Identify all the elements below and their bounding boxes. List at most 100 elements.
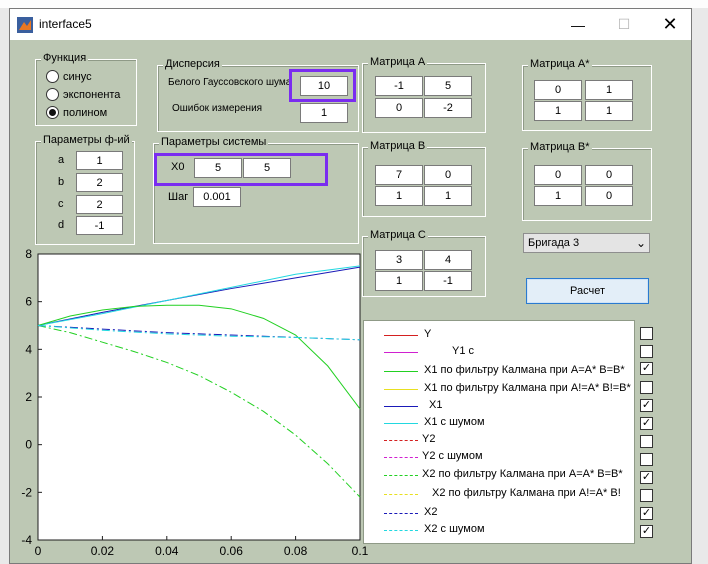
legend-entry: X1 с шумом (364, 415, 634, 432)
matrix-a-12[interactable]: 5 (424, 76, 472, 96)
close-icon[interactable]: ✕ (662, 14, 678, 34)
matrix-a-22[interactable]: -2 (424, 98, 472, 118)
radio-sine[interactable]: синус (46, 70, 92, 83)
series-checkbox[interactable] (640, 453, 653, 466)
legend-label: Y (424, 328, 432, 340)
radio-polynomial[interactable]: полином (46, 106, 107, 119)
series-checkbox[interactable] (640, 489, 653, 502)
matrix-b-22[interactable]: 1 (424, 186, 472, 206)
radio-circle-selected[interactable] (46, 106, 59, 119)
legend-label: X2 (424, 506, 438, 518)
brigade-select-value: Бригада 3 (528, 237, 580, 249)
matrix-a-star-11[interactable]: 0 (534, 80, 582, 100)
series-checkbox[interactable] (640, 327, 653, 340)
x-tick-label: 0.02 (91, 544, 115, 558)
param-d-input[interactable]: -1 (76, 216, 123, 235)
matrix-b-star-11[interactable]: 0 (534, 165, 582, 185)
x0-input-2[interactable]: 5 (243, 158, 291, 178)
x0-label: X0 (171, 161, 185, 173)
param-label-a: a (58, 154, 65, 166)
series-checkbox[interactable]: ✓ (640, 507, 653, 520)
matrix-c-21[interactable]: 1 (375, 271, 423, 291)
meas-error-input[interactable]: 1 (300, 103, 348, 123)
matrix-a-11[interactable]: -1 (375, 76, 423, 96)
legend-entry: Y2 с шумом (364, 449, 634, 466)
matrix-c-12[interactable]: 4 (424, 250, 472, 270)
y-tick-label: 6 (25, 295, 32, 309)
matrix-b-star-title: Матрица В* (528, 141, 592, 153)
highlight-x0 (154, 153, 328, 186)
series-line-0 (37, 266, 361, 326)
brigade-select[interactable]: Бригада 3 ⌄ (523, 233, 650, 253)
window-title: interface5 (39, 17, 92, 31)
legend-label: X2 по фильтру Калмана при А=А* В=В* (422, 468, 623, 480)
white-noise-input[interactable]: 10 (300, 76, 348, 96)
chevron-down-icon[interactable]: ⌄ (635, 236, 646, 250)
minimize-icon[interactable]: — (571, 16, 585, 33)
matrix-c-title: Матрица С (368, 229, 428, 241)
radio-exponent[interactable]: экспонента (46, 88, 120, 101)
matrix-b-12[interactable]: 0 (424, 165, 472, 185)
series-checkbox[interactable]: ✓ (640, 471, 653, 484)
legend-swatch (384, 475, 418, 476)
y-tick-label: 0 (25, 438, 32, 452)
maximize-icon[interactable]: ☐ (617, 16, 631, 32)
legend-label: Y2 (422, 433, 436, 445)
matrix-a-star-22[interactable]: 1 (585, 101, 633, 121)
series-checkbox[interactable] (640, 435, 653, 448)
step-input[interactable]: 0.001 (193, 187, 241, 207)
dispersion-panel: Дисперсия Белого Гауссовского шума Ошибо… (157, 58, 359, 132)
param-b-input[interactable]: 2 (76, 173, 123, 192)
matrix-b-star-22[interactable]: 0 (585, 186, 633, 206)
matlab-icon (17, 17, 33, 33)
matrix-a-title: Матрица А (368, 56, 428, 68)
matrix-a-star-12[interactable]: 1 (585, 80, 633, 100)
legend-entry: X2 по фильтру Калмана при А=А* В=В* (364, 467, 634, 484)
param-label-b: b (58, 176, 65, 188)
series-checkbox[interactable]: ✓ (640, 362, 653, 375)
x-tick-label: 0.1 (352, 544, 369, 558)
matrix-b-21[interactable]: 1 (375, 186, 423, 206)
legend-label: X2 по фильтру Калмана при А!=А* В! (432, 487, 621, 499)
matrix-b-star-12[interactable]: 0 (585, 165, 633, 185)
legend-panel: Y Y1 с X1 по фильтру Калмана при А=А* В=В*… (363, 320, 635, 544)
radio-circle[interactable] (46, 70, 59, 83)
legend-swatch (384, 440, 418, 441)
radio-circle[interactable] (46, 88, 59, 101)
param-a-input[interactable]: 1 (76, 151, 123, 170)
x0-input-1[interactable]: 5 (194, 158, 242, 178)
plot-axes: -4 -2 0 2 4 6 8 0 0.02 0.04 0.06 0.08 0.1 (10, 245, 370, 563)
legend-swatch (384, 457, 418, 458)
legend-swatch (384, 494, 418, 495)
calculate-button[interactable]: Расчет (526, 278, 649, 304)
series-checkbox[interactable]: ✓ (640, 399, 653, 412)
function-params-title: Параметры ф-ий (41, 134, 132, 146)
x-tick-label: 0 (35, 544, 42, 558)
matrix-b-star-panel: Матрица В* 0 0 1 0 (522, 141, 652, 221)
param-c-input[interactable]: 2 (76, 195, 123, 214)
series-checkbox[interactable]: ✓ (640, 525, 653, 538)
dispersion-title: Дисперсия (163, 58, 222, 70)
series-checkbox[interactable]: ✓ (640, 417, 653, 430)
matrix-c-22[interactable]: -1 (424, 271, 472, 291)
legend-swatch (384, 530, 418, 531)
matrix-c-11[interactable]: 3 (375, 250, 423, 270)
matrix-a-21[interactable]: 0 (375, 98, 423, 118)
x-tick-label: 0.08 (284, 544, 308, 558)
matrix-a-star-title: Матрица А* (528, 58, 592, 70)
system-params-title: Параметры системы (159, 136, 269, 148)
series-checkbox[interactable] (640, 381, 653, 394)
legend-label: X2 с шумом (424, 523, 485, 535)
legend-swatch (384, 513, 418, 514)
matrix-a-star-21[interactable]: 1 (534, 101, 582, 121)
matrix-a-star-panel: Матрица А* 0 1 1 1 (522, 58, 652, 131)
matrix-b-star-21[interactable]: 1 (534, 186, 582, 206)
y-tick-label: 2 (25, 390, 32, 404)
legend-entry: X1 по фильтру Калмана при А!=А* В!=В* (364, 381, 634, 398)
white-noise-label: Белого Гауссовского шума (168, 77, 292, 88)
matrix-b-title: Матрица В (368, 140, 428, 152)
series-checkbox[interactable] (640, 345, 653, 358)
legend-swatch (384, 335, 418, 336)
matrix-a-panel: Матрица А -1 5 0 -2 (362, 56, 486, 133)
matrix-b-11[interactable]: 7 (375, 165, 423, 185)
